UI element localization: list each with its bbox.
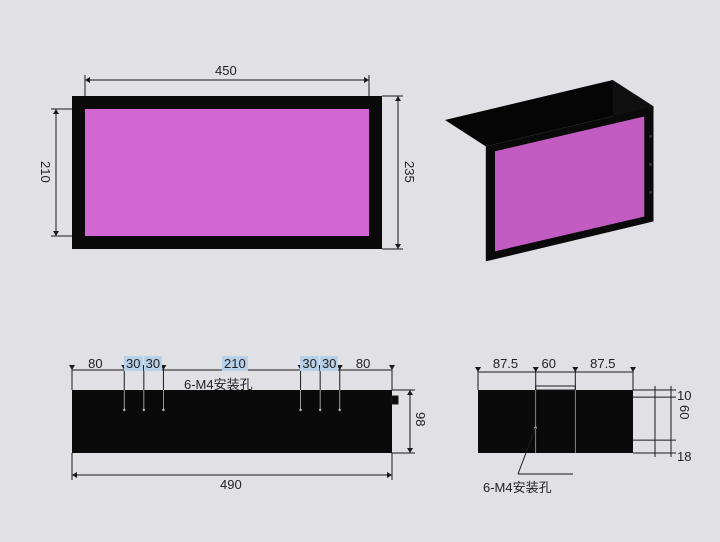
dim-label: 210	[222, 356, 248, 371]
dim-label: 30	[124, 356, 142, 371]
end-body	[478, 390, 633, 453]
dim-label: 30	[320, 356, 338, 371]
dim-label: 60	[542, 356, 556, 371]
dim-label: 98	[413, 412, 428, 426]
dim-label: 18	[677, 449, 691, 464]
dim-label: 10	[677, 388, 691, 403]
dim-label: 60	[677, 405, 692, 419]
dim-label: 450	[215, 63, 237, 78]
mounting-hole-note: 6-M4安装孔	[184, 374, 253, 393]
dim-label: 80	[88, 356, 102, 371]
dim-label: 210	[38, 161, 53, 183]
dim-label: 87.5	[493, 356, 518, 371]
end-view	[0, 0, 720, 542]
dim-label: 30	[144, 356, 162, 371]
dim-label: 490	[220, 477, 242, 492]
mounting-hole-note: 6-M4安装孔	[483, 477, 552, 496]
dim-label: 30	[300, 356, 318, 371]
dim-label: 235	[402, 161, 417, 183]
dim-label: 80	[356, 356, 370, 371]
dim-label: 87.5	[590, 356, 615, 371]
